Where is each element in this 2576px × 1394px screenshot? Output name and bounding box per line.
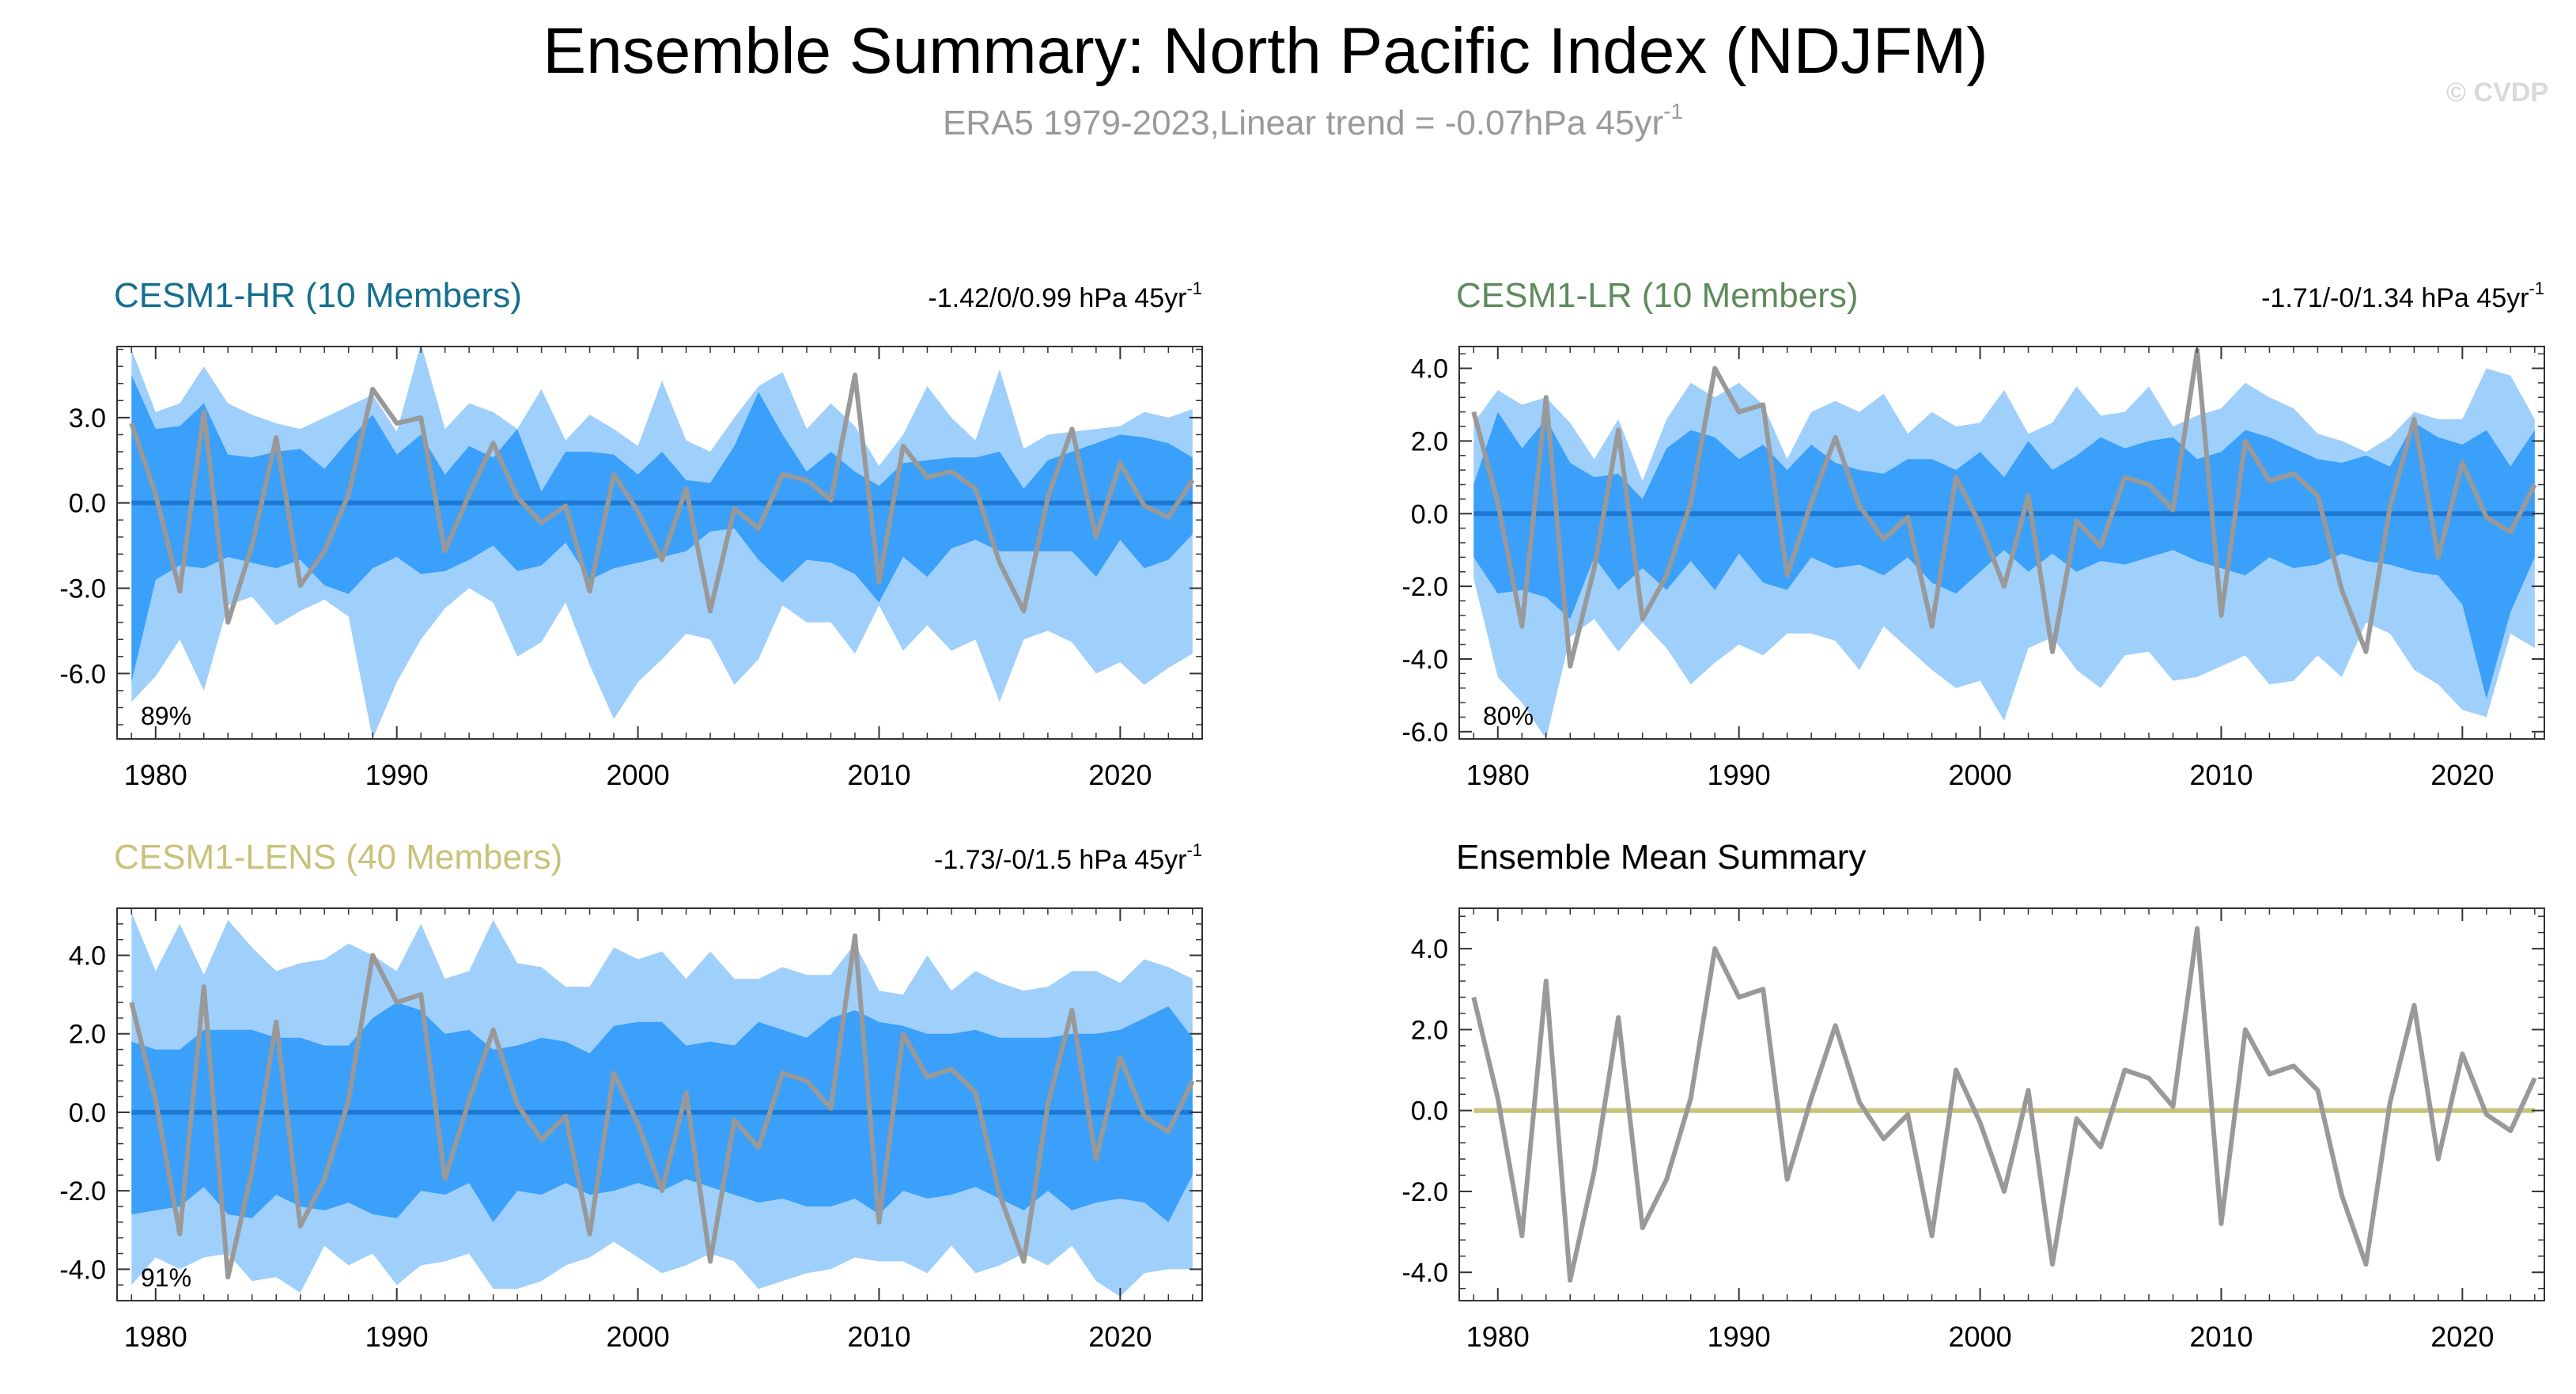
x-tick-label: 1990 (365, 759, 429, 791)
trend-label: -1.71/-0/1.34 hPa 45yr-1 (2261, 278, 2544, 313)
y-axis: 4.0 2.0 0.0 -2.0 -4.0 (59, 907, 1202, 1286)
x-tick-label: 1980 (124, 1320, 187, 1353)
x-tick-label: 1980 (1466, 1320, 1530, 1353)
figure-subtitle: ERA5 1979-2023,Linear trend = -0.07hPa 4… (943, 99, 1683, 142)
percent-label: 80% (1483, 702, 1534, 730)
observed-series-line (1471, 926, 2537, 1283)
panel-ensemble-mean: Ensemble Mean Summary 4.0 2.0 0.0 -2.0 -4.0 19… (1401, 838, 2545, 1353)
x-tick-label: 2010 (2189, 1320, 2253, 1353)
y-tick-label: -4.0 (59, 1255, 106, 1285)
x-tick-label: 2020 (1088, 759, 1152, 791)
inner-spread-band (131, 374, 1193, 683)
y-tick-label: 2.0 (1411, 1015, 1448, 1045)
x-tick-label: 2000 (607, 1320, 670, 1353)
panel-cesm1-lens: CESM1-LENS (40 Members) -1.73/-0/1.5 hPa … (59, 838, 1203, 1353)
plot-frame (116, 907, 1203, 1301)
plot-frame (116, 346, 1203, 740)
x-tick-label: 2000 (1949, 1320, 2012, 1353)
observed-series-line (129, 933, 1195, 1280)
y-tick-label: 0.0 (69, 1098, 106, 1128)
trend-label: -1.42/0/0.99 hPa 45yr-1 (928, 278, 1202, 313)
x-tick-label: 2020 (2430, 1320, 2494, 1353)
y-axis: 4.0 2.0 0.0 -2.0 -4.0 (1401, 915, 2544, 1290)
percent-label: 91% (141, 1263, 191, 1292)
x-tick-label: 2010 (847, 1320, 910, 1353)
x-axis: 1980 1990 2000 2010 2020 (1466, 347, 2536, 791)
x-axis: 1980 1990 2000 2010 2020 (124, 908, 1193, 1353)
x-tick-label: 2010 (2189, 759, 2253, 791)
y-tick-label: 0.0 (69, 489, 106, 519)
figure-title: Ensemble Summary: North Pacific Index (N… (543, 15, 1988, 87)
x-tick-label: 2000 (607, 759, 670, 791)
y-tick-label: -2.0 (59, 1176, 106, 1206)
x-axis: 1980 1990 2000 2010 2020 (1466, 908, 2536, 1353)
x-tick-label: 2000 (1949, 759, 2012, 791)
y-tick-label: 3.0 (69, 403, 106, 434)
observed-series-line (129, 372, 1195, 625)
y-tick-label: 2.0 (69, 1020, 106, 1050)
observed-series-line (1471, 347, 2537, 669)
y-tick-label: 0.0 (1411, 499, 1448, 529)
y-tick-label: 0.0 (1411, 1097, 1448, 1127)
panel-title: CESM1-HR (10 Members) (114, 276, 522, 315)
y-tick-label: -6.0 (1401, 718, 1448, 748)
y-tick-label: -2.0 (1401, 572, 1448, 602)
x-tick-label: 1980 (1466, 759, 1530, 791)
y-tick-label: 2.0 (1411, 426, 1448, 456)
y-axis: 4.0 2.0 0.0 -2.0 -4.0 -6.0 (1401, 353, 2544, 748)
y-tick-label: 4.0 (1411, 354, 1448, 384)
y-tick-label: -4.0 (1401, 645, 1448, 675)
trend-label: -1.73/-0/1.5 hPa 45yr-1 (934, 840, 1202, 875)
percent-label: 89% (141, 702, 191, 730)
x-tick-label: 2020 (2430, 759, 2494, 791)
x-tick-label: 1990 (1708, 759, 1771, 791)
x-tick-label: 1990 (365, 1320, 429, 1353)
y-tick-label: -2.0 (1401, 1177, 1448, 1207)
x-tick-label: 2010 (847, 759, 910, 791)
y-axis: 3.0 0.0 -3.0 -6.0 (59, 348, 1202, 725)
x-tick-label: 1990 (1708, 1320, 1771, 1353)
panel-title: CESM1-LR (10 Members) (1456, 276, 1859, 315)
panel-title: CESM1-LENS (40 Members) (114, 838, 562, 877)
panel-cesm1-lr: CESM1-LR (10 Members) -1.71/-0/1.34 hPa 4… (1401, 276, 2545, 791)
panel-title: Ensemble Mean Summary (1456, 838, 1866, 877)
watermark: © CVDP (2446, 78, 2548, 108)
y-tick-label: 4.0 (69, 941, 106, 972)
x-tick-label: 2020 (1088, 1320, 1152, 1353)
x-axis: 1980 1990 2000 2010 2020 (124, 347, 1193, 791)
inner-spread-band (1473, 411, 2535, 699)
panel-cesm1-hr: CESM1-HR (10 Members) -1.42/0/0.99 hPa 45… (59, 276, 1203, 791)
y-tick-label: -3.0 (59, 574, 106, 604)
y-tick-label: -6.0 (59, 659, 106, 689)
y-tick-label: 4.0 (1411, 934, 1448, 964)
y-tick-label: -4.0 (1401, 1258, 1448, 1288)
x-tick-label: 1980 (124, 759, 187, 791)
plot-frame (1458, 907, 2545, 1301)
